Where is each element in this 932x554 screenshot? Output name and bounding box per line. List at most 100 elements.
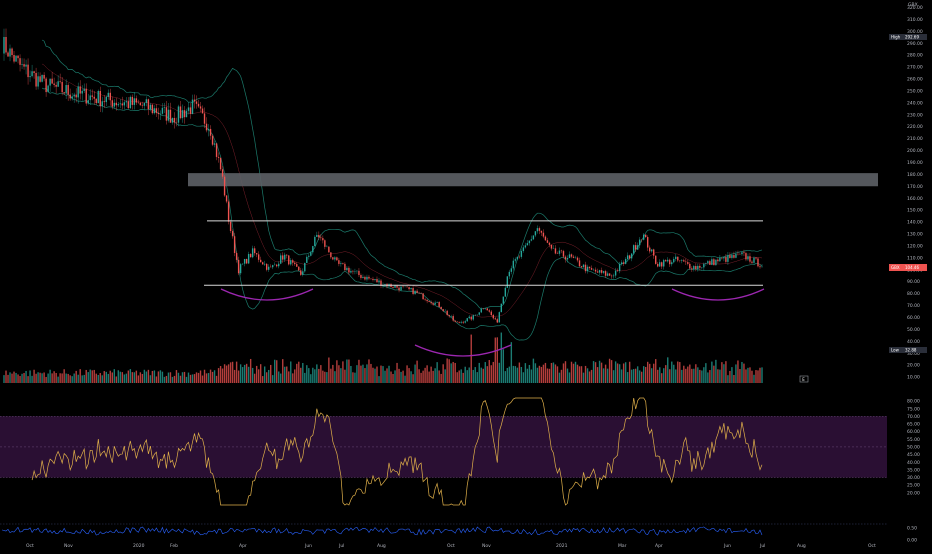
volume-bar: [537, 368, 538, 383]
candle-body: [92, 95, 93, 96]
volume-bar: [402, 371, 403, 383]
volume-bar: [340, 368, 341, 383]
volume-bar: [621, 369, 622, 383]
volume-bar: [112, 372, 113, 383]
candle-body: [681, 260, 682, 261]
volume-bar: [124, 374, 125, 383]
candle-body: [348, 268, 349, 273]
volume-bar: [292, 373, 293, 383]
candle-body: [406, 287, 407, 288]
volume-bar: [497, 337, 498, 383]
candle-body: [410, 288, 411, 289]
candle-body: [312, 246, 313, 252]
candle-body: [342, 263, 343, 264]
volume-bar: [519, 363, 520, 383]
resistance-zone[interactable]: [188, 173, 878, 186]
candle-body: [63, 92, 64, 93]
volume-bar: [623, 363, 624, 383]
candle-body: [497, 319, 498, 322]
price-axis-tick: 210.00: [907, 136, 923, 142]
volume-bar: [463, 373, 464, 383]
volume-bar: [106, 372, 107, 383]
candle-body: [320, 237, 321, 238]
volume-bar: [485, 362, 486, 383]
volume-bar: [583, 373, 584, 383]
candle-body: [619, 264, 620, 271]
volume-bar: [222, 368, 223, 383]
volume-bar: [138, 375, 139, 383]
volume-bar: [533, 359, 534, 383]
volume-bar: [160, 370, 161, 383]
volume-bar: [394, 370, 395, 383]
candle-body: [687, 262, 688, 264]
candle-body: [194, 100, 195, 102]
candle-body: [144, 103, 145, 106]
candle-body: [565, 257, 566, 260]
candle-body: [372, 279, 373, 280]
volume-bar: [260, 364, 261, 383]
low-tag-label: Low: [891, 348, 900, 353]
candle-body: [142, 105, 143, 106]
price-axis-tick: 80.00: [907, 291, 920, 297]
candle-body: [711, 259, 712, 265]
rsi-axis-tick: 20.00: [907, 490, 920, 496]
volume-bar: [328, 358, 329, 383]
volume-bar: [51, 373, 52, 383]
candle-body: [461, 322, 462, 323]
volume-bar: [302, 363, 303, 383]
candle-body: [515, 259, 516, 260]
candle-body: [396, 286, 397, 288]
volume-bar: [459, 370, 460, 383]
candle-body: [288, 255, 289, 264]
volume-bar: [597, 367, 598, 383]
candle-body: [204, 113, 205, 123]
candle-body: [400, 287, 401, 291]
volume-bar: [709, 370, 710, 383]
volume-bar: [491, 365, 492, 383]
volume-bar: [372, 368, 373, 383]
volume-bar: [591, 370, 592, 383]
candle-body: [316, 235, 317, 237]
volume-bar: [567, 369, 568, 383]
candle-body: [73, 95, 74, 97]
volume-bar: [657, 370, 658, 383]
volume-bar: [37, 372, 38, 383]
candle-body: [3, 37, 4, 54]
volume-bar: [679, 362, 680, 383]
volume-bar: [330, 369, 331, 383]
time-axis-tick: Apr: [655, 543, 663, 549]
candle-body: [408, 287, 409, 289]
volume-bar: [226, 366, 227, 383]
volume-bar: [663, 368, 664, 383]
volume-bar: [495, 338, 496, 383]
volume-bar: [703, 367, 704, 383]
candle-body: [463, 322, 464, 323]
candle-body: [747, 256, 748, 259]
volume-bar: [489, 360, 490, 383]
volume-bar: [326, 372, 327, 383]
candle-body: [262, 262, 263, 264]
volume-bar: [366, 364, 367, 383]
volume-bar: [49, 370, 50, 383]
volume-bar: [310, 374, 311, 383]
candle-body: [306, 257, 307, 263]
candle-body: [186, 111, 187, 117]
volume-bar: [557, 366, 558, 383]
candle-body: [573, 257, 574, 258]
candle-body: [661, 262, 662, 266]
candle-body: [106, 97, 107, 102]
volume-bar: [114, 369, 115, 383]
volume-bar: [759, 368, 760, 383]
candle-body: [134, 98, 135, 105]
volume-bar: [234, 370, 235, 383]
candle-body: [214, 143, 215, 144]
volume-bar: [414, 365, 415, 383]
candle-body: [35, 73, 36, 87]
rsi-axis-tick: 80.00: [907, 399, 920, 405]
candle-body: [699, 266, 700, 268]
volume-bar: [529, 365, 530, 383]
volume-bar: [753, 375, 754, 383]
volume-bar: [172, 377, 173, 383]
